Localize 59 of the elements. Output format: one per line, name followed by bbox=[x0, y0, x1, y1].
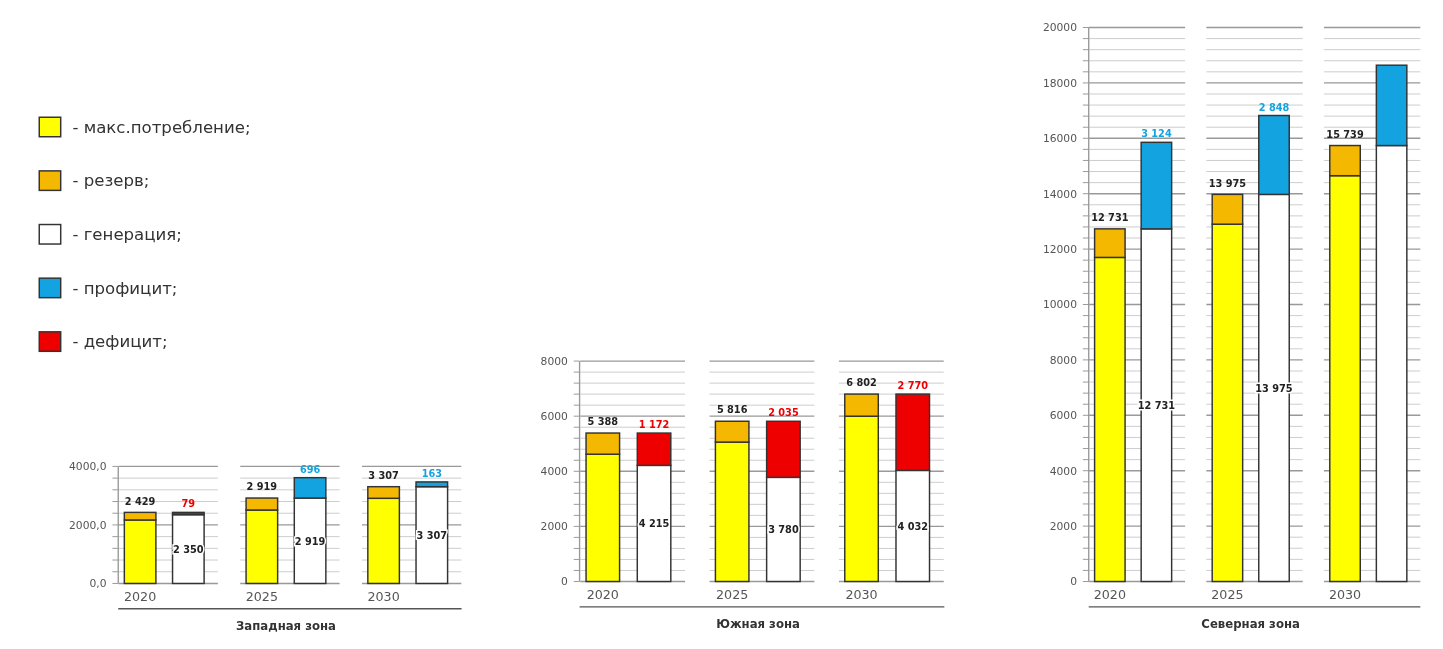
total-label: 3 307 bbox=[368, 469, 400, 481]
y-tick-label: 12000 bbox=[1042, 243, 1078, 257]
data-label: 2 848 bbox=[1258, 101, 1290, 113]
x-tick-label: 2025 bbox=[1211, 587, 1244, 603]
x-tick-label: 2030 bbox=[367, 589, 400, 605]
legend-label: - макс.потребление; bbox=[72, 117, 251, 137]
data-label: 4 032 bbox=[897, 520, 929, 532]
y-tick-label: 0 bbox=[561, 575, 569, 589]
x-axis-title: Северная зона bbox=[1201, 617, 1300, 632]
y-tick-label: 4000,0 bbox=[69, 460, 107, 474]
y-tick-label: 20000 bbox=[1042, 21, 1078, 35]
data-label: 79 bbox=[181, 498, 196, 510]
y-tick-label: 8000 bbox=[540, 354, 569, 368]
y-tick-label: 4000 bbox=[1049, 464, 1078, 478]
y-tick-label: 18000 bbox=[1042, 76, 1078, 90]
y-tick-label: 6000 bbox=[540, 410, 569, 424]
x-tick-label: 2025 bbox=[716, 587, 749, 603]
data-label: 1 172 bbox=[638, 419, 670, 431]
y-tick-label: 6000 bbox=[1049, 409, 1078, 423]
x-axis-title: Южная зона bbox=[716, 617, 800, 632]
y-tick-label: 16000 bbox=[1042, 132, 1078, 146]
data-label: 3 307 bbox=[416, 529, 448, 541]
legend-label: - профицит; bbox=[72, 278, 178, 298]
x-tick-label: 2025 bbox=[245, 589, 278, 605]
data-label: 2 770 bbox=[897, 380, 929, 392]
y-tick-label: 2000 bbox=[540, 520, 569, 534]
legend-label: - дефицит; bbox=[72, 332, 168, 352]
total-label: 5 816 bbox=[716, 404, 748, 416]
total-label: 13 975 bbox=[1208, 177, 1247, 189]
data-label: 696 bbox=[299, 463, 321, 475]
x-tick-label: 2030 bbox=[1328, 587, 1362, 603]
total-label: 6 802 bbox=[846, 377, 877, 389]
data-label: 2 919 bbox=[294, 535, 326, 547]
x-tick-label: 2020 bbox=[586, 587, 619, 603]
total-label: 12 731 bbox=[1091, 212, 1129, 224]
legend-label: - генерация; bbox=[72, 225, 182, 245]
total-label: 2 919 bbox=[246, 481, 278, 493]
y-tick-label: 4000 bbox=[540, 465, 569, 479]
data-label: 3 124 bbox=[1141, 128, 1172, 140]
y-tick-label: 0 bbox=[1070, 575, 1078, 589]
data-label: 163 bbox=[421, 468, 443, 480]
y-tick-label: 2000,0 bbox=[69, 518, 107, 532]
data-label: 3 780 bbox=[768, 524, 799, 536]
y-tick-label: 0,0 bbox=[89, 577, 107, 591]
data-label: 4 215 bbox=[638, 518, 670, 530]
y-tick-label: 10000 bbox=[1042, 298, 1078, 312]
legend-label: - резерв; bbox=[72, 171, 150, 191]
data-label: 2 035 bbox=[768, 407, 799, 419]
y-tick-label: 14000 bbox=[1042, 187, 1078, 201]
x-tick-label: 2030 bbox=[845, 587, 878, 603]
total-label: 5 388 bbox=[587, 416, 619, 428]
x-axis-title: Западная зона bbox=[236, 619, 336, 634]
x-tick-label: 2020 bbox=[1093, 587, 1126, 603]
data-label: 2 350 bbox=[173, 543, 204, 555]
y-tick-label: 8000 bbox=[1049, 353, 1078, 367]
y-tick-label: 2000 bbox=[1049, 520, 1078, 534]
total-label: 2 429 bbox=[124, 495, 156, 507]
x-tick-label: 2020 bbox=[124, 589, 157, 605]
total-label: 15 739 bbox=[1326, 128, 1364, 140]
